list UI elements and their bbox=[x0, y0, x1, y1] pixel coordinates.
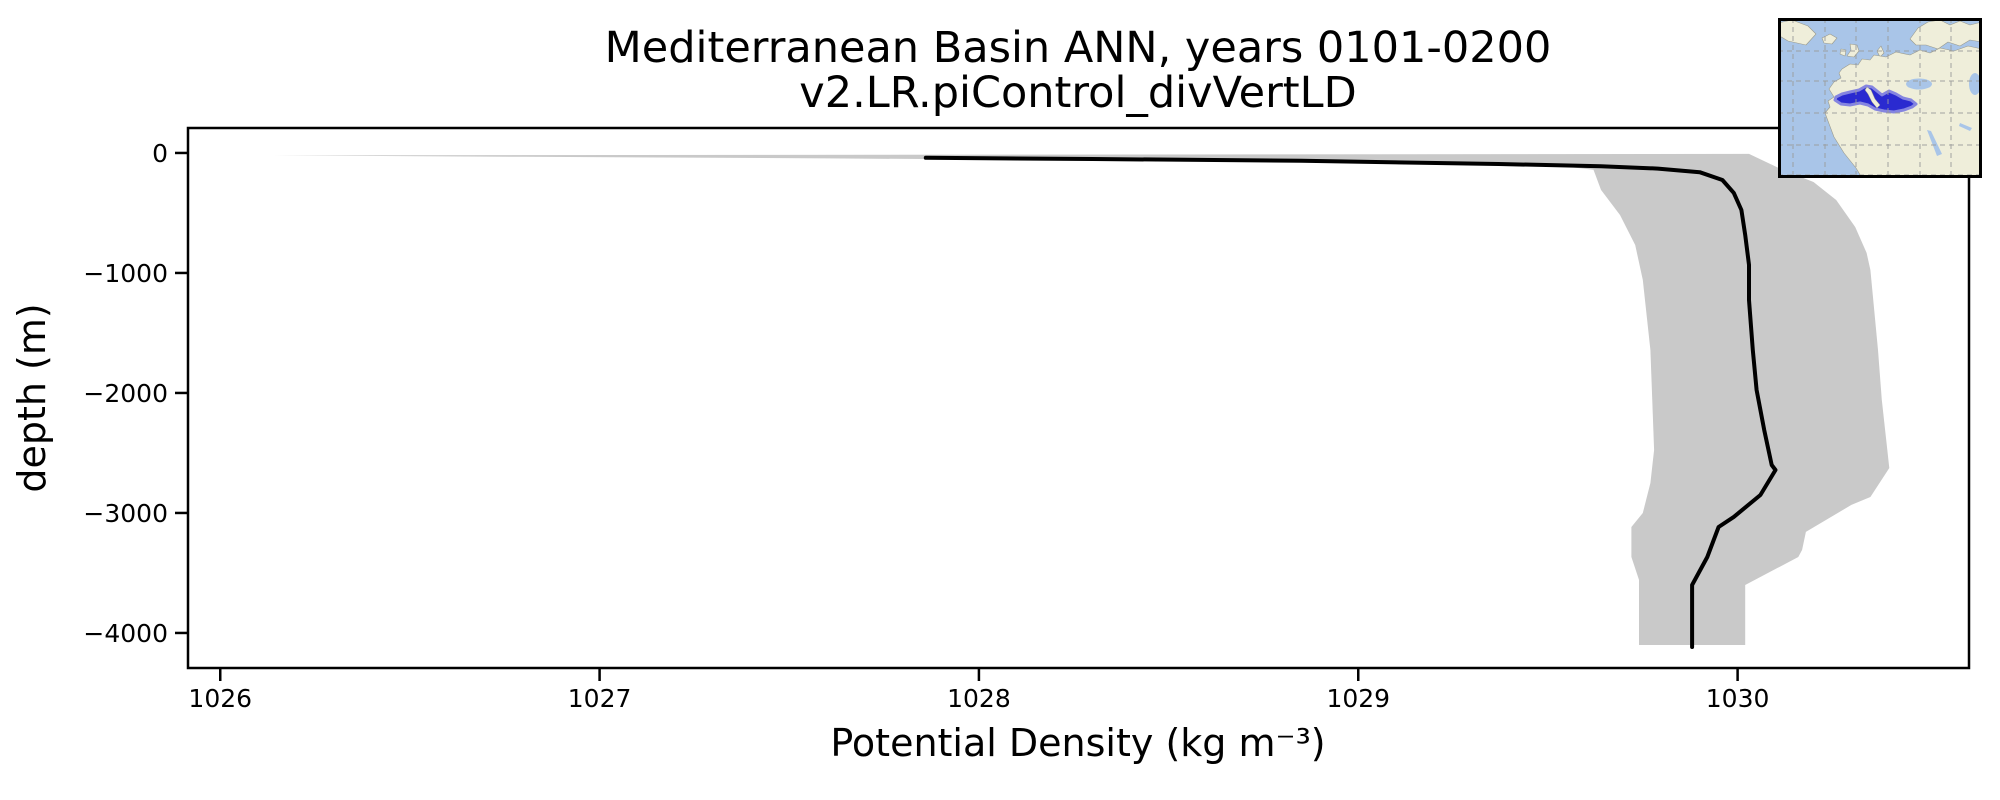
x-tick-label: 1026 bbox=[188, 684, 252, 713]
envelope-polygon bbox=[273, 153, 1890, 645]
map-land-mainland bbox=[1824, 45, 1982, 178]
chart-title-line2: v2.LR.piControl_divVertLD bbox=[799, 68, 1356, 118]
y-tick-label: −2000 bbox=[83, 379, 168, 408]
minmax-envelope bbox=[273, 153, 1890, 645]
map-mediterranean-highlight bbox=[1833, 84, 1918, 114]
map-caspian-sea bbox=[1969, 73, 1981, 95]
x-tick-label: 1029 bbox=[1326, 684, 1390, 713]
y-axis-label: depth (m) bbox=[10, 303, 54, 492]
y-tick-label: −1000 bbox=[83, 259, 168, 288]
map-land-italy bbox=[1864, 86, 1881, 109]
mean-profile-line bbox=[923, 155, 1778, 649]
x-tick-label: 1030 bbox=[1706, 684, 1770, 713]
x-axis-label: Potential Density (kg m⁻³) bbox=[830, 721, 1325, 765]
map-persian-gulf bbox=[1959, 123, 1972, 131]
map-red-sea bbox=[1927, 130, 1942, 156]
x-tick-label: 1027 bbox=[568, 684, 632, 713]
y-tick-label: −4000 bbox=[83, 619, 168, 648]
y-tick-label: −3000 bbox=[83, 499, 168, 528]
axes-frame bbox=[186, 126, 1971, 670]
map-black-sea bbox=[1906, 78, 1932, 90]
chart-title-line1: Mediterranean Basin ANN, years 0101-0200 bbox=[605, 23, 1552, 73]
x-tick-label: 1028 bbox=[947, 684, 1011, 713]
map-land-iceland bbox=[1821, 33, 1838, 45]
y-tick-label: 0 bbox=[152, 139, 168, 168]
map-border bbox=[1778, 18, 1982, 178]
axis-ticks: 1026 1027 1028 1029 1030 0 −1000 −2000 −3000 −400… bbox=[83, 139, 1769, 713]
inset-map bbox=[1778, 18, 1982, 178]
mean-profile-polyline bbox=[923, 155, 1778, 649]
